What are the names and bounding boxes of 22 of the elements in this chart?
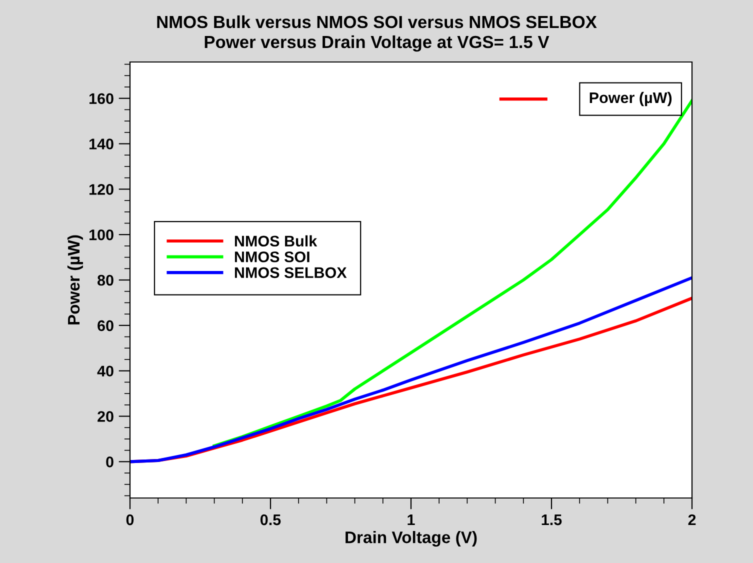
legend-label: NMOS Bulk xyxy=(234,235,318,247)
y-tick-label: 60 xyxy=(98,320,114,332)
y-tick-label: 120 xyxy=(90,184,114,195)
legend-label: NMOS SOI xyxy=(234,251,310,262)
x-tick-label: 2 xyxy=(688,514,696,526)
x-axis-title: Drain Voltage (V) xyxy=(346,530,477,547)
chart-subtitle: Power versus Drain Voltage at VGS= 1.5 V xyxy=(204,35,550,52)
y-tick-label: 80 xyxy=(98,274,114,286)
x-tick-label: 0.5 xyxy=(260,514,281,526)
x-tick-label: 1 xyxy=(408,514,415,526)
x-tick-label: 0 xyxy=(126,514,134,526)
y-tick-label: 40 xyxy=(97,366,114,377)
annotation: Power (µW) xyxy=(590,92,672,106)
x-tick-label: 1.5 xyxy=(542,514,562,526)
y-tick-label: 0 xyxy=(106,456,114,468)
legend-label: NMOS SELBOX xyxy=(234,267,347,278)
y-tick-label: 160 xyxy=(90,93,114,104)
y-tick-label: 20 xyxy=(98,411,114,422)
y-axis-title: Power (µW) xyxy=(67,235,83,324)
y-tick-label: 140 xyxy=(90,138,114,150)
y-tick-label: 100 xyxy=(90,229,114,240)
chart-title: NMOS Bulk versus NMOS SOI versus NMOS SELBOX xyxy=(157,15,597,28)
